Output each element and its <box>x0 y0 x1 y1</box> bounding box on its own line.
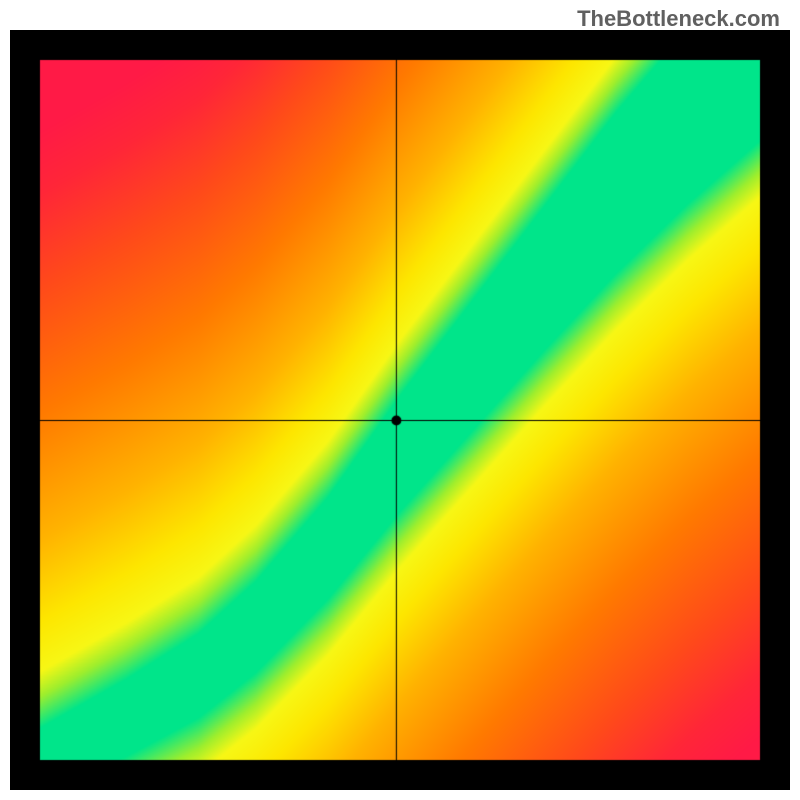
watermark-text: TheBottleneck.com <box>577 6 780 32</box>
bottleneck-heatmap <box>10 30 790 790</box>
heatmap-canvas <box>10 30 790 790</box>
